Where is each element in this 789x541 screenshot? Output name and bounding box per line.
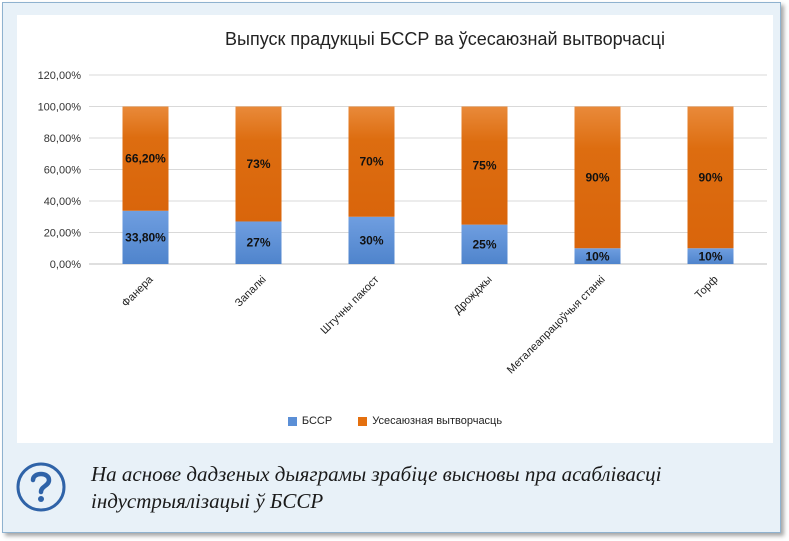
legend-swatch-bssr <box>287 416 297 426</box>
bar-bssr <box>348 216 395 264</box>
y-tick-label: 120,00% <box>38 70 82 82</box>
question-block: На аснове дадзеных дыяграмы зрабіце высн… <box>15 453 775 523</box>
x-tick-label: Штучны пакост <box>319 274 382 337</box>
x-tick-label: Металеапрацоўчыя станкі <box>505 274 608 377</box>
x-tick-label: Торф <box>693 274 721 302</box>
data-label: 90% <box>585 170 609 184</box>
bar-union <box>122 106 169 211</box>
chart-legend: БССР Усесаюзная вытворчасць <box>17 415 773 427</box>
legend-swatch-union <box>358 416 368 426</box>
question-icon <box>16 462 66 512</box>
data-label: 33,80% <box>125 230 166 244</box>
question-text: На аснове дадзеных дыяграмы зрабіце высн… <box>91 462 662 513</box>
data-label: 25% <box>472 237 496 251</box>
legend-label-bssr: БССР <box>301 415 333 427</box>
data-label: 75% <box>472 159 496 173</box>
bar-bssr <box>235 221 282 264</box>
chart-title: Выпуск прадукцыі БССР ва ўсесаюзнай вытв… <box>225 29 665 49</box>
data-label: 70% <box>359 155 383 169</box>
y-tick-label: 100,00% <box>38 102 82 114</box>
data-label: 30% <box>359 233 383 247</box>
legend-item-union: Усесаюзная вытворчасць <box>358 415 502 427</box>
y-tick-label: 80,00% <box>44 133 82 145</box>
bar-bssr <box>687 248 734 264</box>
bar-union <box>687 106 734 249</box>
data-label: 73% <box>246 157 270 171</box>
bar-union <box>348 106 395 217</box>
x-tick-label: Запалкі <box>233 274 269 310</box>
chart-panel: Выпуск прадукцыі БССР ва ўсесаюзнай вытв… <box>17 15 773 443</box>
y-tick-label: 60,00% <box>44 165 82 177</box>
stacked-bar-chart: 33,80% 66,20% 27% 73% 30% 70% 25% 75% 10% 90% 10% 9… <box>38 70 767 377</box>
data-label: 10% <box>698 249 722 263</box>
x-tick-label: Фанера <box>120 273 157 310</box>
legend-label-union: Усесаюзная вытворчасць <box>372 415 503 427</box>
bar-union <box>574 106 621 249</box>
legend-item-bssr: БССР <box>287 415 333 427</box>
task-frame: Выпуск прадукцыі БССР ва ўсесаюзнай вытв… <box>2 2 781 533</box>
x-tick-label: Дрожджы <box>452 274 495 317</box>
bar-bssr <box>574 248 621 264</box>
y-tick-label: 40,00% <box>44 196 82 208</box>
data-label: 27% <box>246 236 270 250</box>
data-label: 10% <box>585 249 609 263</box>
bar-union <box>461 106 508 225</box>
y-tick-label: 20,00% <box>44 228 82 240</box>
bar-union <box>235 106 282 222</box>
bar-bssr <box>461 224 508 264</box>
y-tick-label: 0,00% <box>50 259 81 271</box>
bar-bssr <box>122 210 169 264</box>
data-label: 66,20% <box>125 152 166 166</box>
data-label: 90% <box>698 170 722 184</box>
